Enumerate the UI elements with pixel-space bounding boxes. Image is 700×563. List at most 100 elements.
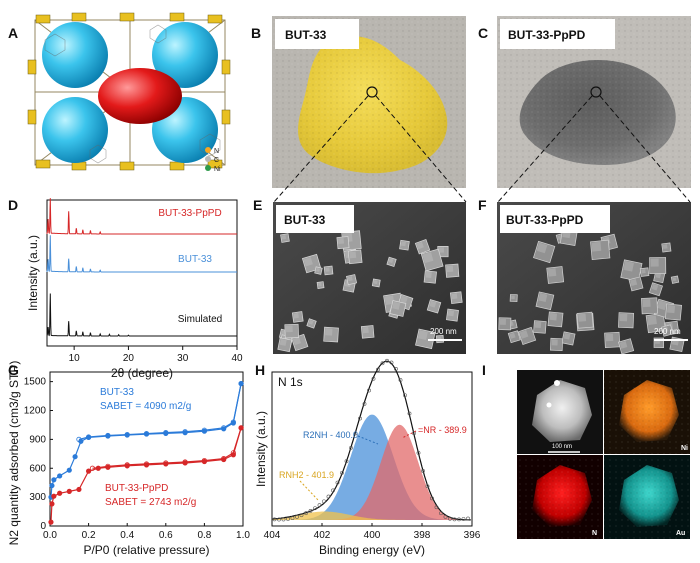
xps-data-point: [430, 496, 434, 501]
isotherm-point: [230, 419, 236, 425]
xps-data-point: [308, 508, 313, 513]
crystal-facet: [534, 321, 542, 329]
crystal-facet: [337, 237, 345, 245]
isotherm-line: [78, 383, 242, 440]
crystal-facet: [349, 251, 357, 259]
crystal-facet: [401, 241, 406, 247]
crystal: [314, 266, 323, 275]
isotherm-point: [49, 482, 55, 489]
x-tick-label: 0.2: [82, 530, 96, 541]
crystal: [550, 337, 564, 351]
xps-data-point: [434, 505, 439, 510]
crystal: [498, 317, 512, 331]
crystal: [371, 278, 381, 288]
peak-leader: [357, 435, 379, 445]
isotherm-point: [124, 462, 130, 468]
xps-data-point: [425, 484, 430, 489]
crystal-facet: [666, 305, 676, 314]
xps-data-point: [367, 388, 371, 393]
isotherm-point: [238, 380, 244, 387]
crystal-facet: [578, 313, 587, 322]
zoom-marker: [590, 86, 602, 98]
xps-data-point: [376, 367, 380, 372]
panel-g: G 0.0 0.2 0.4 0.6 0.8 1.0 0 300 600 900 1200 1500 P/…: [7, 361, 250, 557]
atom-legend: N C Ni: [205, 147, 221, 173]
crystal-facet: [641, 269, 646, 274]
crystal-facet: [418, 330, 428, 341]
crystal-facet: [429, 300, 437, 308]
crystal-facet: [446, 265, 454, 273]
sem-image-but33-ppd: BUT-33-PpPD 200 nm: [497, 202, 691, 355]
x-tick-label: 398: [414, 530, 431, 541]
isotherm-point: [57, 490, 63, 496]
xps-data-point: [353, 431, 358, 436]
panel-label-i: I: [482, 362, 486, 378]
peak-leader: [299, 480, 319, 501]
crystal-facet: [672, 277, 677, 282]
x-tick-label: 404: [264, 530, 281, 541]
crystal: [518, 326, 537, 345]
crystal-facet: [292, 337, 302, 346]
crystal: [535, 291, 555, 311]
annotation-line1: BUT-33-PpPD: [105, 483, 168, 494]
map-label-n: N: [592, 530, 597, 537]
annotation-line1: BUT-33: [100, 387, 134, 398]
crystal-facet: [325, 267, 330, 272]
xps-data-point: [304, 511, 308, 516]
y-tick-label: 900: [29, 434, 46, 445]
crystal: [426, 299, 442, 314]
xps-component: [272, 414, 472, 520]
crystal-facet: [549, 312, 558, 321]
xps-data-point: [380, 361, 385, 366]
panel-f: F BUT-33-PpPD 200 nm: [478, 197, 691, 355]
crystal: [291, 311, 304, 323]
crystal: [618, 312, 635, 329]
crystal-facet: [451, 293, 458, 300]
isotherm-point: [48, 519, 54, 525]
xps-data-point: [403, 393, 407, 398]
xps-data-point: [335, 480, 340, 485]
isotherm-point: [143, 430, 150, 437]
x-tick-label: 0.4: [120, 530, 134, 541]
crystal-facet: [438, 247, 444, 253]
isotherm-point: [182, 459, 188, 465]
xps-data-point: [322, 499, 326, 504]
pore-sphere-cyan: [152, 22, 218, 88]
pore-sphere-cyan: [42, 97, 108, 163]
y-tick-label: 1500: [24, 377, 47, 388]
panel-label-c: C: [478, 25, 488, 41]
crystal-facet: [392, 301, 401, 310]
xps-data-point: [452, 517, 457, 522]
xps-data-point: [466, 516, 470, 521]
crystal-facet: [285, 325, 293, 333]
crystal: [323, 265, 334, 276]
isotherm-point: [86, 434, 92, 440]
crystal: [507, 330, 521, 344]
isotherm-point: [89, 465, 96, 471]
xps-component: [272, 424, 472, 520]
isotherm-point: [105, 432, 111, 439]
crystal-facet: [591, 241, 602, 252]
crystal: [618, 338, 635, 355]
map-label-ni: Ni: [681, 445, 688, 452]
crystal: [670, 275, 680, 284]
eds-map-au: Au: [604, 455, 690, 539]
crystal: [509, 294, 518, 303]
crystal: [446, 308, 459, 322]
xps-data-point: [299, 513, 304, 518]
n2-isotherm-chart: 0.0 0.2 0.4 0.6 0.8 1.0 0 300 600 900 1200 1500 P/P0…: [7, 361, 250, 557]
crystal-facet: [388, 258, 394, 264]
peak-label: =NR - 389.9: [418, 425, 467, 435]
xps-data-point: [416, 451, 421, 455]
plot-frame: [49, 371, 244, 527]
isotherm-point: [76, 436, 82, 442]
crystal-facet: [538, 293, 548, 302]
crystal: [661, 242, 672, 253]
x-tick-label: 0.0: [43, 530, 57, 541]
x-tick-label: 40: [231, 353, 243, 364]
xps-data-point: [421, 469, 425, 473]
isotherm-point: [72, 454, 78, 460]
isotherm-point: [201, 427, 207, 433]
eds-map-ni: Ni: [604, 370, 690, 454]
